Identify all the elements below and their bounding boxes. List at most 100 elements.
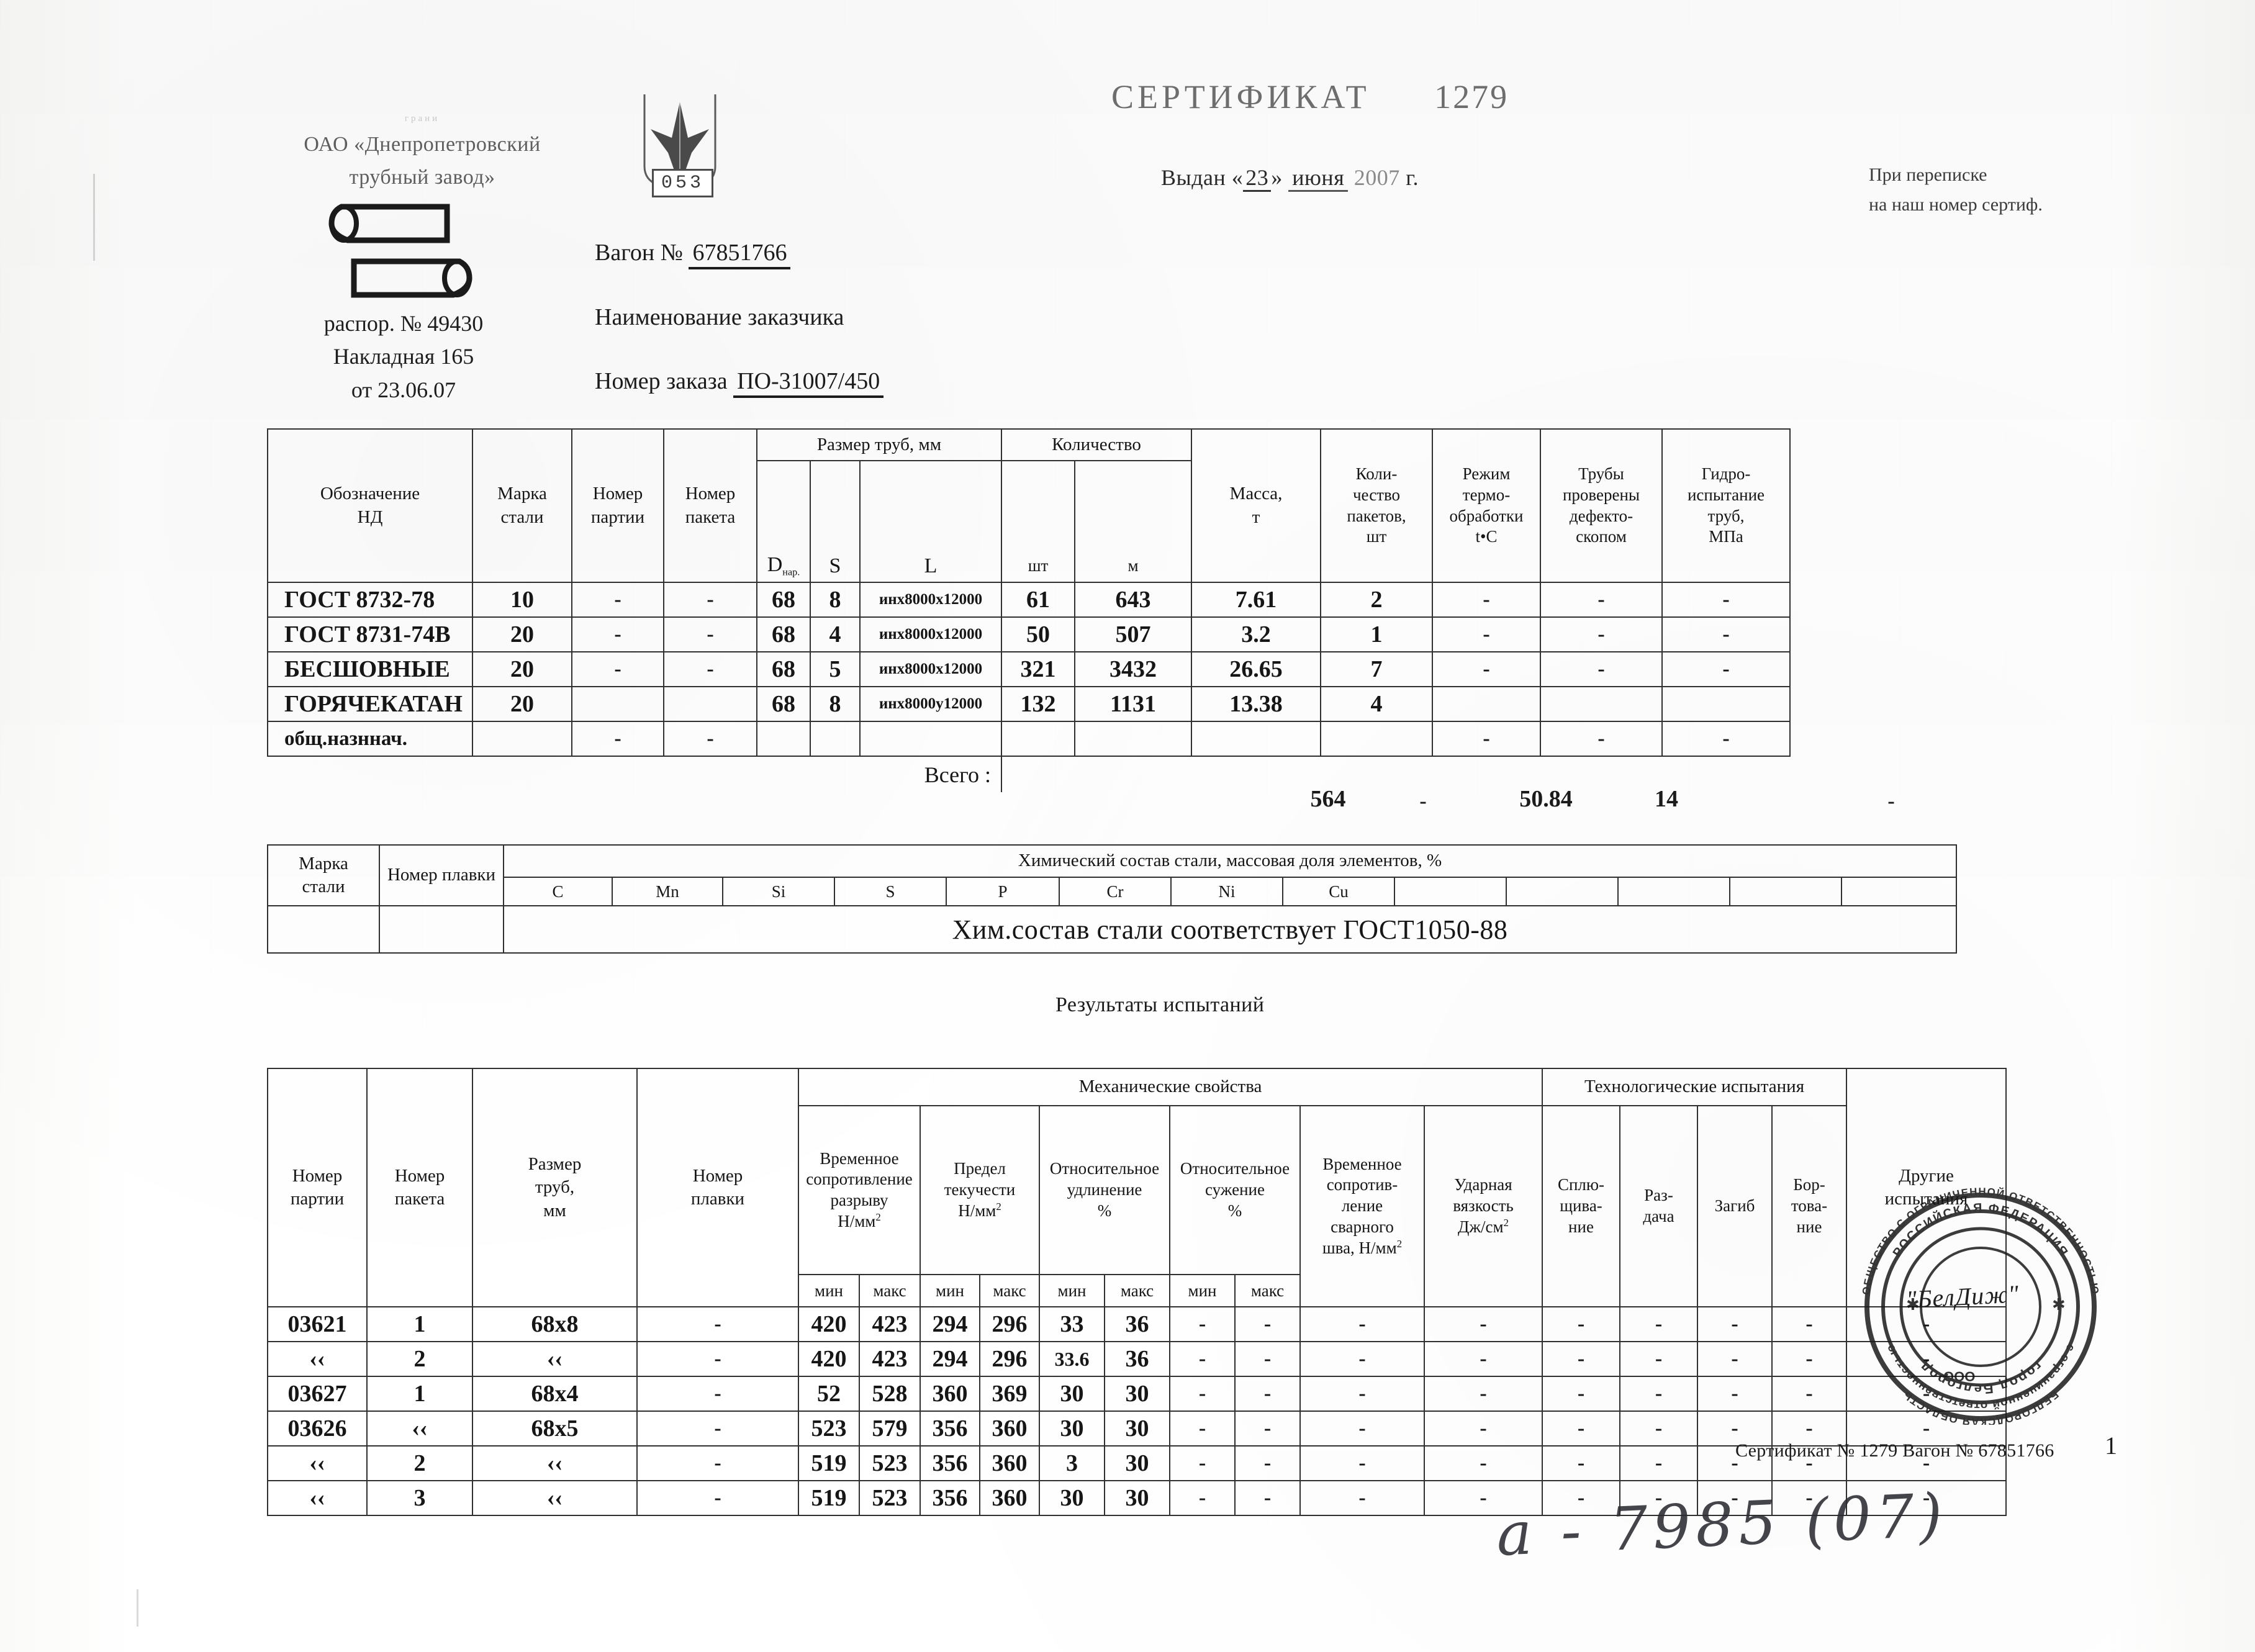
table-row: общ.назннач. - - - - -: [267, 721, 1791, 757]
th-expand-l1: Раз-: [1644, 1186, 1673, 1205]
cell-steel: [472, 721, 572, 757]
th-elong-min: мин: [1039, 1274, 1105, 1307]
cell-reduc-min: -: [1169, 1480, 1236, 1516]
cell-packs: 2: [1320, 582, 1433, 618]
th-hydro-test: Гидро- испытание труб, МПа: [1661, 428, 1791, 584]
th-uts-l4: Н/мм: [838, 1211, 876, 1230]
cell-yield-max: 360: [979, 1445, 1040, 1481]
cell-pack: -: [663, 616, 757, 653]
cell-flange: -: [1771, 1480, 1847, 1516]
th-expand-l2: дача: [1643, 1207, 1674, 1225]
th-nd-l1: Обозначение: [320, 484, 420, 504]
cell-hydro: [1661, 686, 1791, 723]
th-heat-l1: Режим: [1462, 464, 1511, 484]
th-defectoscopy: Трубы проверены дефекто- скопом: [1540, 428, 1663, 584]
th-res-pack: Номер пакета: [366, 1068, 473, 1307]
cell-lot: -: [571, 616, 664, 653]
cell-uts-max: 523: [859, 1445, 921, 1481]
th-yield-min: мин: [920, 1274, 980, 1307]
th-uts-l2: сопротивление: [806, 1170, 913, 1189]
issued-year: 2007: [1353, 165, 1400, 190]
cell-d: 68: [756, 686, 811, 723]
cell-elong-max: 30: [1104, 1411, 1170, 1447]
cell-yield-min: 356: [920, 1480, 980, 1516]
th-weld-l3: ление: [1341, 1196, 1383, 1216]
cell-other: -: [1846, 1480, 2007, 1516]
th-res-size-l3: мм: [543, 1200, 566, 1221]
cell-meters: 3432: [1074, 651, 1192, 688]
cell-yield-min: 356: [920, 1411, 980, 1447]
cell-nd: БЕСШОВНЫЕ: [267, 651, 473, 688]
cell-elong-min: 30: [1039, 1376, 1105, 1412]
th-heat-l4: t•C: [1475, 527, 1498, 546]
cell-hydro: -: [1661, 582, 1791, 618]
th-reduc-max: макс: [1234, 1274, 1301, 1307]
cell-weld: -: [1299, 1480, 1425, 1516]
th-element-blank-1: [1394, 877, 1507, 906]
cell-d: 68: [756, 582, 811, 618]
cell-s: 4: [810, 616, 861, 653]
th-flattening: Сплю- щива- ние: [1542, 1105, 1620, 1307]
cell-s: [810, 721, 861, 757]
issued-suffix: г.: [1406, 165, 1419, 190]
customer-row: Наименование заказчика: [595, 304, 883, 332]
th-res-lot-l1: Номер: [292, 1165, 343, 1186]
issued-month: июня: [1288, 165, 1349, 192]
results-section-title: Результаты испытаний: [1055, 993, 1265, 1016]
cell-weld: -: [1299, 1445, 1425, 1481]
waybill-no: Накладная 165: [333, 344, 474, 369]
th-element-s: S: [834, 877, 947, 906]
th-res-pack-l1: Номер: [394, 1165, 445, 1186]
cell-impact: -: [1424, 1445, 1543, 1481]
cell-weld: -: [1299, 1411, 1425, 1447]
th-uts-l3: разрыву: [830, 1191, 888, 1209]
th-steel-grade: Марка стали: [472, 428, 572, 584]
th-yield: Предел текучести Н/мм2: [920, 1105, 1040, 1275]
cell-meters: 1131: [1074, 686, 1192, 723]
cell-expand: -: [1619, 1480, 1698, 1516]
th-quantity: Количество: [1001, 428, 1192, 462]
waybill-date: от 23.06.07: [351, 377, 456, 402]
th-defect-l4: скопом: [1576, 527, 1627, 546]
cell-s: 8: [810, 686, 861, 723]
th-element-ni: Ni: [1170, 877, 1283, 906]
th-element-cr: Cr: [1059, 877, 1172, 906]
th-element-p: P: [946, 877, 1060, 906]
cell-reduc-max: -: [1234, 1341, 1301, 1377]
table-row: ‹‹ 3 ‹‹ - 519 523 356 360 30 30 - - - - …: [267, 1480, 2007, 1516]
cell-yield-max: 360: [979, 1411, 1040, 1447]
cell-reduc-max: -: [1234, 1306, 1301, 1342]
th-element-blank-3: [1617, 877, 1730, 906]
cell-nd: общ.назннач.: [267, 721, 473, 757]
th-other-l2: испытания: [1884, 1189, 1968, 1209]
cell-meters: 643: [1074, 582, 1192, 618]
th-packs-count: Коли- чество пакетов, шт: [1320, 428, 1433, 584]
th-packs-l3: пакетов,: [1347, 506, 1406, 525]
cell-uts-max: 523: [859, 1480, 921, 1516]
cell-mass: 13.38: [1191, 686, 1321, 723]
th-defect-l2: проверены: [1562, 485, 1640, 504]
th-res-lot: Номер партии: [267, 1068, 368, 1307]
chem-compliance-note: Хим.состав стали соответствует ГОСТ1050-…: [503, 905, 1957, 954]
cell-res-lot: ‹‹: [267, 1341, 368, 1377]
th-elong-l2: удлинение: [1067, 1180, 1142, 1199]
order-value: ПО-31007/450: [733, 368, 884, 399]
th-d-sub: нар.: [782, 566, 800, 578]
th-pack-l1: Номер: [685, 484, 736, 504]
cell-length: инх8000х12000: [859, 616, 1002, 653]
cell-uts-max: 423: [859, 1341, 921, 1377]
company-line-1: ОАО «Днепропетровский: [304, 133, 541, 156]
th-hydro-l1: Гидро-: [1701, 464, 1751, 484]
th-lot-l1: Номер: [592, 484, 643, 504]
th-res-heat-l2: плавки: [690, 1189, 745, 1209]
th-flange-l1: Бор-: [1793, 1175, 1825, 1194]
cell-d: 68: [756, 616, 811, 653]
th-yield-max: макс: [979, 1274, 1040, 1307]
cell-elong-max: 36: [1104, 1341, 1170, 1377]
cell-elong-min: 33: [1039, 1306, 1105, 1342]
th-heat-number: Номер плавки: [379, 844, 504, 906]
th-defect-l3: дефекто-: [1569, 506, 1634, 525]
cell-uts-min: 519: [798, 1445, 860, 1481]
table-row: 03626 ‹‹ 68х5 - 523 579 356 360 30 30 - …: [267, 1411, 2007, 1447]
cell-impact: -: [1424, 1480, 1543, 1516]
